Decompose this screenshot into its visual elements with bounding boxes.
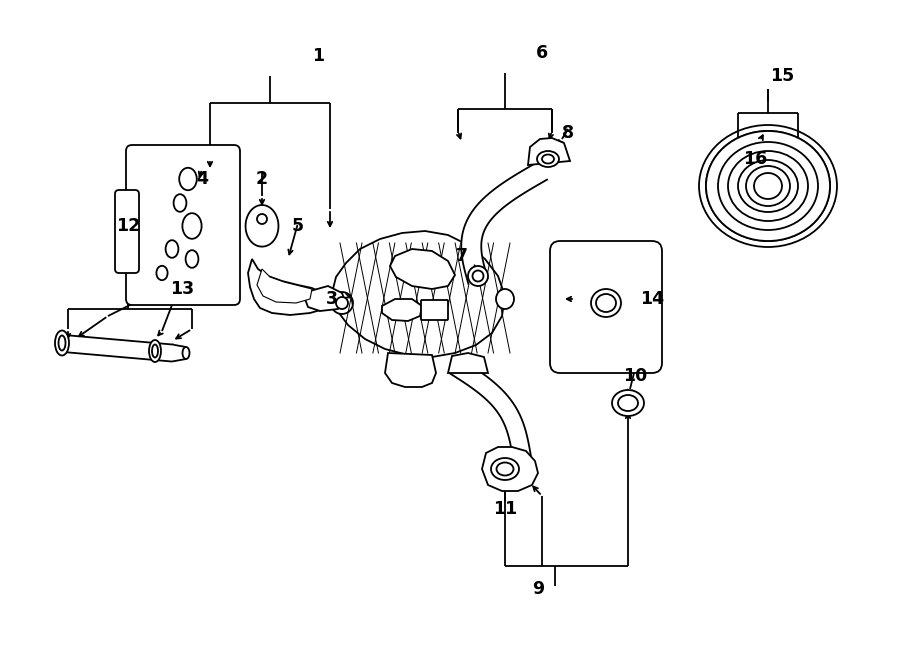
Polygon shape [390, 249, 455, 289]
Polygon shape [450, 358, 535, 480]
Polygon shape [448, 353, 488, 373]
FancyBboxPatch shape [550, 241, 662, 373]
Text: 9: 9 [532, 580, 544, 598]
Ellipse shape [491, 458, 519, 480]
Polygon shape [482, 447, 538, 491]
Text: 7: 7 [456, 247, 468, 265]
Text: 2: 2 [256, 170, 268, 188]
Polygon shape [246, 205, 278, 247]
FancyBboxPatch shape [126, 145, 240, 305]
Polygon shape [382, 299, 422, 321]
Ellipse shape [336, 297, 348, 309]
Ellipse shape [754, 173, 782, 199]
Text: 4: 4 [196, 170, 208, 188]
Ellipse shape [152, 344, 158, 358]
Ellipse shape [699, 125, 837, 247]
Polygon shape [385, 353, 436, 387]
Ellipse shape [496, 289, 514, 309]
FancyBboxPatch shape [115, 190, 139, 273]
FancyBboxPatch shape [421, 300, 448, 320]
Text: 12: 12 [116, 217, 140, 235]
Text: 11: 11 [493, 500, 518, 518]
Ellipse shape [257, 214, 267, 224]
Ellipse shape [596, 294, 616, 312]
Ellipse shape [55, 330, 69, 356]
Text: 8: 8 [562, 124, 574, 142]
Polygon shape [528, 138, 570, 165]
Ellipse shape [738, 160, 798, 212]
Ellipse shape [537, 151, 559, 167]
Ellipse shape [468, 266, 488, 286]
Ellipse shape [718, 142, 818, 230]
Polygon shape [462, 163, 547, 284]
Ellipse shape [497, 463, 514, 475]
Text: 1: 1 [312, 47, 324, 65]
Text: 6: 6 [536, 44, 548, 62]
Text: 13: 13 [170, 280, 194, 298]
Polygon shape [332, 231, 505, 357]
Ellipse shape [618, 395, 638, 411]
Ellipse shape [183, 214, 202, 239]
Polygon shape [305, 286, 345, 311]
Ellipse shape [174, 194, 186, 212]
Text: 15: 15 [770, 67, 794, 85]
Ellipse shape [179, 168, 197, 190]
Polygon shape [257, 269, 312, 303]
Ellipse shape [591, 289, 621, 317]
Ellipse shape [706, 131, 830, 241]
Polygon shape [248, 259, 328, 315]
Ellipse shape [183, 347, 190, 359]
Ellipse shape [149, 340, 161, 362]
Ellipse shape [746, 166, 790, 206]
Polygon shape [58, 334, 173, 362]
Ellipse shape [728, 151, 808, 221]
Ellipse shape [542, 155, 554, 163]
Ellipse shape [185, 251, 198, 268]
Ellipse shape [58, 336, 66, 350]
Ellipse shape [612, 390, 644, 416]
Ellipse shape [157, 266, 167, 280]
Ellipse shape [166, 240, 178, 258]
Text: 14: 14 [640, 290, 664, 308]
Ellipse shape [472, 270, 483, 282]
Ellipse shape [331, 292, 353, 314]
Text: 3: 3 [326, 290, 338, 308]
Text: 16: 16 [742, 150, 767, 168]
Text: 5: 5 [292, 217, 304, 235]
Text: 10: 10 [623, 367, 647, 385]
Ellipse shape [706, 131, 830, 241]
